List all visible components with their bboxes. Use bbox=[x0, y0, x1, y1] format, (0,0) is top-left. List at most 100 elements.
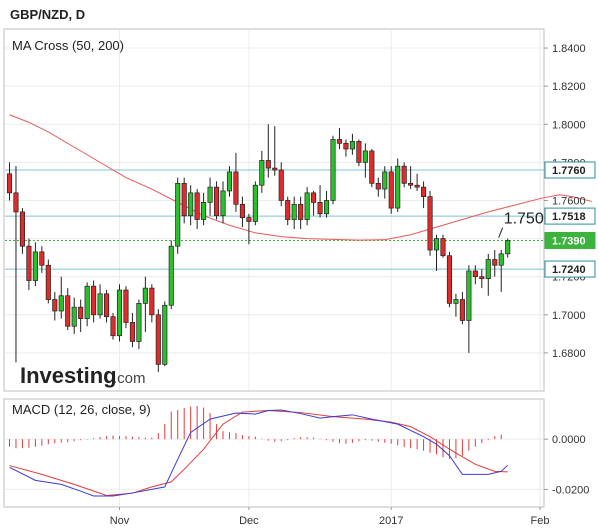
candle-body bbox=[181, 182, 187, 217]
candle bbox=[65, 288, 71, 331]
candle-body bbox=[479, 276, 485, 279]
candle bbox=[58, 276, 64, 319]
candle-body bbox=[110, 316, 116, 337]
candle bbox=[220, 181, 226, 224]
candle-body bbox=[492, 259, 498, 266]
candle-body bbox=[13, 192, 19, 213]
candle-body bbox=[298, 203, 304, 220]
candle bbox=[26, 238, 32, 291]
chart-title: GBP/NZD, D bbox=[10, 7, 85, 22]
candle bbox=[311, 190, 317, 216]
x-tick-label: 2017 bbox=[379, 515, 403, 527]
candle-body bbox=[265, 160, 271, 169]
candle bbox=[272, 126, 278, 176]
x-tick-label: Feb bbox=[531, 515, 550, 527]
candle bbox=[175, 177, 181, 254]
price-y-tick-label: 1.6800 bbox=[552, 348, 586, 360]
candle-body bbox=[311, 192, 317, 203]
candle-body bbox=[343, 142, 349, 150]
candle bbox=[142, 276, 148, 332]
candle bbox=[110, 312, 116, 340]
x-axis: Nov Dec 2017 Feb bbox=[110, 507, 550, 527]
candle bbox=[265, 124, 271, 178]
candle bbox=[213, 181, 220, 220]
candle-body bbox=[304, 192, 310, 220]
candle-body bbox=[453, 299, 459, 304]
candle-body bbox=[116, 289, 123, 337]
level-tag-box bbox=[544, 161, 596, 179]
candle-body bbox=[388, 171, 394, 209]
candle bbox=[298, 196, 304, 230]
macd-lines bbox=[9, 409, 509, 497]
ma-slow-line bbox=[9, 114, 592, 241]
candle-body bbox=[323, 200, 330, 215]
candle-body bbox=[65, 295, 71, 327]
candle-body bbox=[78, 306, 84, 319]
candle bbox=[408, 166, 414, 190]
candle-body bbox=[427, 196, 433, 251]
candle-body bbox=[149, 287, 155, 316]
candle-body bbox=[142, 287, 148, 304]
macd-indicator-label: MACD (12, 26, close, 9) bbox=[12, 402, 151, 417]
candle bbox=[446, 251, 453, 308]
candle bbox=[472, 265, 478, 285]
candle-body bbox=[349, 141, 355, 150]
candle bbox=[162, 301, 168, 367]
ma-line bbox=[9, 114, 592, 241]
candle bbox=[278, 162, 284, 207]
candle-body bbox=[19, 211, 25, 247]
candle bbox=[440, 234, 446, 258]
candle bbox=[498, 250, 504, 292]
candle-body bbox=[58, 295, 64, 312]
candle bbox=[136, 299, 142, 350]
x-tick-label: Dec bbox=[239, 515, 259, 527]
candle bbox=[39, 246, 45, 273]
candle-body bbox=[162, 304, 168, 365]
logo-suffix: .com bbox=[113, 370, 146, 387]
candle bbox=[414, 173, 420, 191]
candle bbox=[97, 284, 103, 319]
candle-body bbox=[375, 182, 381, 190]
macd-histogram bbox=[9, 406, 502, 459]
candle bbox=[349, 133, 355, 155]
candle bbox=[32, 242, 38, 287]
candle bbox=[71, 297, 77, 334]
candle-body bbox=[84, 285, 90, 319]
signal-line bbox=[9, 410, 508, 496]
candle bbox=[91, 280, 97, 323]
candle bbox=[233, 152, 239, 212]
candle-body bbox=[330, 139, 336, 201]
candle bbox=[323, 190, 330, 218]
candle-body bbox=[446, 255, 453, 304]
candle-body bbox=[103, 293, 110, 318]
candles bbox=[6, 124, 511, 372]
candle bbox=[285, 196, 291, 226]
candle-body bbox=[6, 173, 13, 194]
candle-body bbox=[45, 264, 51, 300]
candle-body bbox=[91, 285, 97, 316]
candle-body bbox=[97, 293, 103, 316]
candle-body bbox=[213, 186, 220, 217]
candle bbox=[226, 166, 233, 197]
candle-body bbox=[285, 200, 291, 220]
candle bbox=[317, 185, 323, 218]
candle bbox=[421, 181, 427, 209]
candle bbox=[427, 190, 433, 256]
candle bbox=[155, 309, 161, 372]
candle-body bbox=[155, 314, 161, 365]
macd-y-tick-label: 0.0000 bbox=[552, 434, 586, 446]
candle bbox=[343, 139, 349, 157]
candle-body bbox=[395, 165, 401, 209]
candle bbox=[78, 299, 84, 332]
macd-grid bbox=[5, 400, 543, 506]
candle bbox=[84, 282, 90, 327]
candle bbox=[259, 150, 265, 193]
candle bbox=[433, 234, 440, 271]
candle bbox=[45, 259, 51, 304]
candle bbox=[6, 162, 13, 201]
candle-body bbox=[71, 306, 77, 327]
candle bbox=[13, 166, 19, 363]
level-tag-label: 1.7760 bbox=[552, 165, 586, 177]
x-tick-label: Nov bbox=[110, 515, 130, 527]
